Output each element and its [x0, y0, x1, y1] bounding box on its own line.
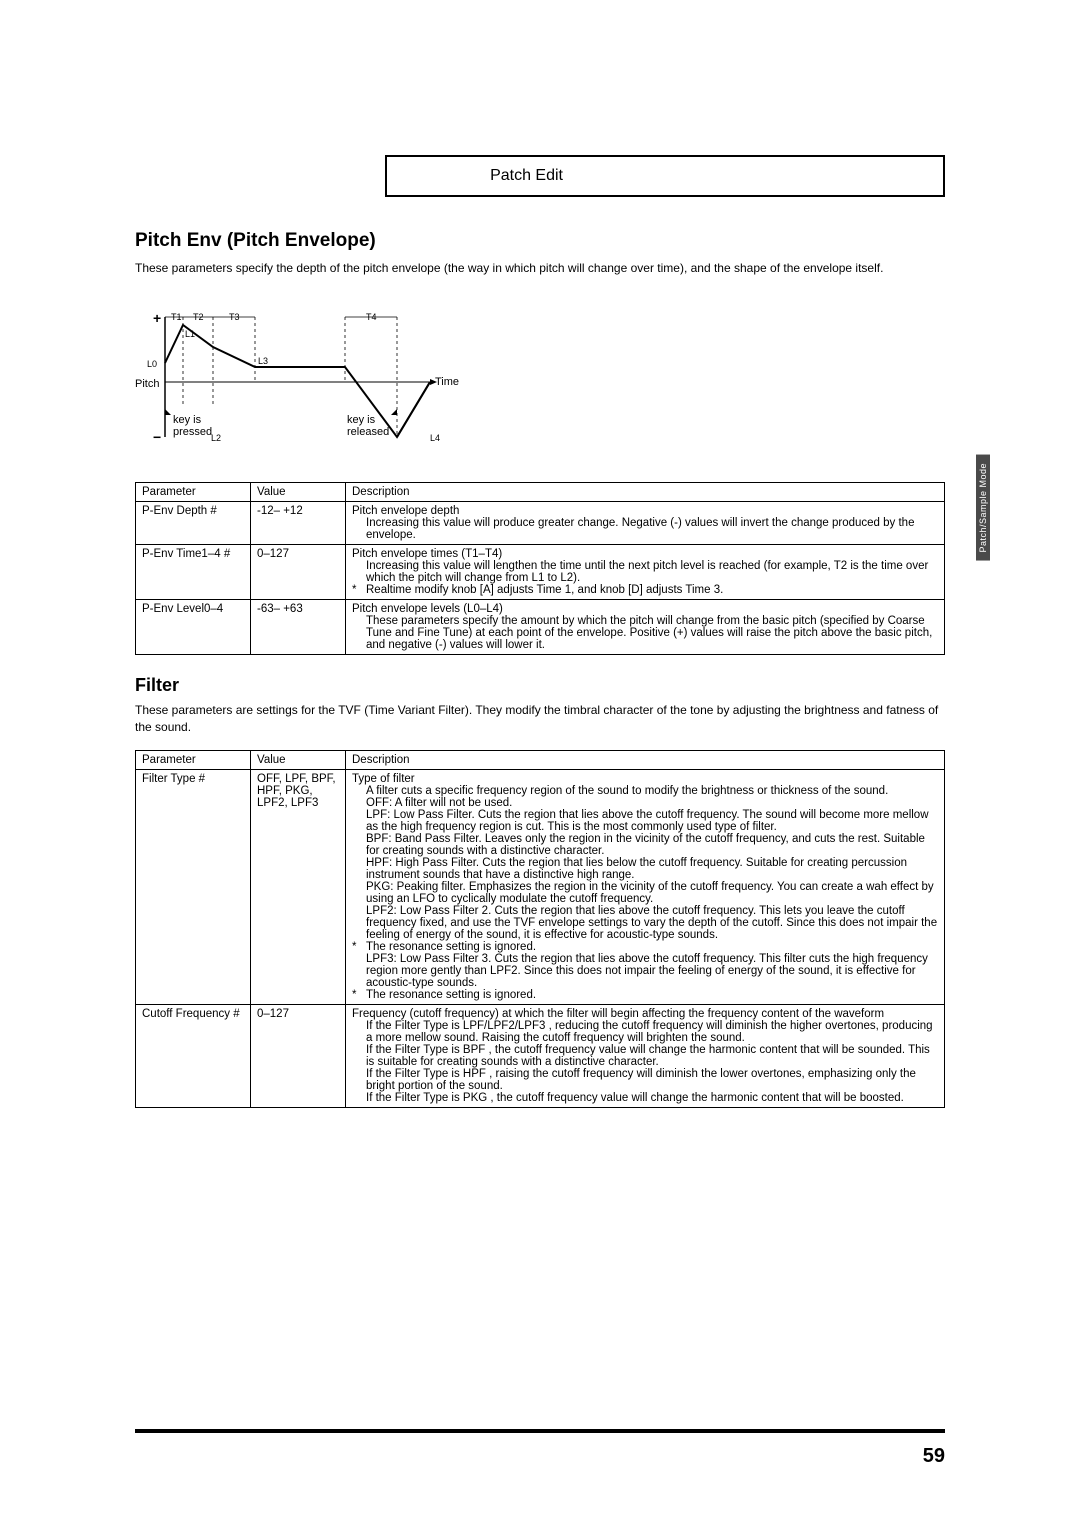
table-row: Filter Type # OFF, LPF, BPF, HPF, PKG, L… [136, 770, 945, 1005]
cell-desc: Pitch envelope levels (L0–L4) These para… [346, 599, 945, 654]
pitch-env-table: Parameter Value Description P-Env Depth … [135, 482, 945, 655]
side-tab: Patch/Sample Mode [976, 455, 990, 561]
cell-desc: Frequency (cutoff frequency) at which th… [346, 1005, 945, 1108]
cell-value: -12– +12 [251, 501, 346, 544]
svg-text:Pitch: Pitch [135, 378, 159, 390]
table-row: P-Env Level0–4 -63– +63 Pitch envelope l… [136, 599, 945, 654]
svg-text:L3: L3 [258, 356, 268, 366]
cell-value: 0–127 [251, 1005, 346, 1108]
cell-param: P-Env Depth # [136, 501, 251, 544]
section-pitch-env-title: Pitch Env (Pitch Envelope) [135, 230, 945, 252]
page-content: Pitch Env (Pitch Envelope) These paramet… [135, 230, 945, 1108]
th-description: Description [346, 751, 945, 770]
page-header-title: Patch Edit [490, 167, 563, 185]
table-row: P-Env Depth # -12– +12 Pitch envelope de… [136, 501, 945, 544]
pitch-env-intro: These parameters specify the depth of th… [135, 260, 945, 277]
table-row: P-Env Time1–4 # 0–127 Pitch envelope tim… [136, 544, 945, 599]
filter-table: Parameter Value Description Filter Type … [135, 750, 945, 1108]
desc-body: A filter cuts a specific frequency regio… [366, 785, 938, 797]
desc-body: Increasing this value will produce great… [366, 517, 938, 541]
svg-text:−: − [153, 429, 161, 445]
desc-title: Pitch envelope levels (L0–L4) [352, 603, 938, 615]
desc-lpf3: LPF3: Low Pass Filter 3. Cuts the region… [366, 953, 938, 989]
th-parameter: Parameter [136, 751, 251, 770]
desc-note: *The resonance setting is ignored. [352, 989, 938, 1001]
svg-text:key is: key is [347, 414, 376, 426]
cell-desc: Pitch envelope times (T1–T4) Increasing … [346, 544, 945, 599]
th-description: Description [346, 482, 945, 501]
section-filter-title: Filter [135, 675, 945, 696]
cell-value: -63– +63 [251, 599, 346, 654]
cell-param: P-Env Level0–4 [136, 599, 251, 654]
table-row: Cutoff Frequency # 0–127 Frequency (cuto… [136, 1005, 945, 1108]
desc-title: Type of filter [352, 773, 938, 785]
svg-text:L4: L4 [430, 433, 440, 443]
svg-text:released: released [347, 426, 389, 438]
cell-value: OFF, LPF, BPF, HPF, PKG, LPF2, LPF3 [251, 770, 346, 1005]
desc-pkg: PKG: Peaking filter. Emphasizes the regi… [366, 881, 938, 905]
svg-text:L2: L2 [211, 433, 221, 443]
cell-value: 0–127 [251, 544, 346, 599]
th-value: Value [251, 482, 346, 501]
desc-lpf: If the Filter Type is LPF/LPF2/LPF3 , re… [366, 1020, 938, 1044]
svg-text:pressed: pressed [173, 426, 212, 438]
table-header-row: Parameter Value Description [136, 751, 945, 770]
desc-hpf: If the Filter Type is HPF , raising the … [366, 1068, 938, 1092]
cell-desc: Pitch envelope depth Increasing this val… [346, 501, 945, 544]
desc-lpf2: LPF2: Low Pass Filter 2. Cuts the region… [366, 905, 938, 941]
envelope-diagram: + − T1 T2 T3 T4 L0 L1 L2 L3 L4 Pitch [135, 307, 465, 457]
svg-text:L0: L0 [147, 359, 157, 369]
svg-text:key is: key is [173, 414, 202, 426]
cell-param: Cutoff Frequency # [136, 1005, 251, 1108]
desc-lpf: LPF: Low Pass Filter. Cuts the region th… [366, 809, 938, 833]
footer-rule [135, 1429, 945, 1433]
desc-title: Pitch envelope times (T1–T4) [352, 548, 938, 560]
table-header-row: Parameter Value Description [136, 482, 945, 501]
svg-text:L1: L1 [185, 329, 195, 339]
desc-off: OFF: A filter will not be used. [366, 797, 938, 809]
page-number: 59 [923, 1445, 945, 1468]
cell-desc: Type of filter A filter cuts a specific … [346, 770, 945, 1005]
th-value: Value [251, 751, 346, 770]
svg-text:+: + [153, 310, 161, 326]
desc-body: Increasing this value will lengthen the … [366, 560, 938, 584]
desc-title: Pitch envelope depth [352, 505, 938, 517]
desc-bpf: If the Filter Type is BPF , the cutoff f… [366, 1044, 938, 1068]
desc-title: Frequency (cutoff frequency) at which th… [352, 1008, 938, 1020]
desc-body: These parameters specify the amount by w… [366, 615, 938, 651]
desc-note: *The resonance setting is ignored. [352, 941, 938, 953]
desc-note: *Realtime modify knob [A] adjusts Time 1… [352, 584, 938, 596]
cell-param: Filter Type # [136, 770, 251, 1005]
svg-text:Time: Time [435, 376, 459, 388]
desc-bpf: BPF: Band Pass Filter. Leaves only the r… [366, 833, 938, 857]
cell-param: P-Env Time1–4 # [136, 544, 251, 599]
desc-hpf: HPF: High Pass Filter. Cuts the region t… [366, 857, 938, 881]
filter-intro: These parameters are settings for the TV… [135, 702, 945, 736]
page-header-box: Patch Edit [385, 155, 945, 197]
desc-pkg: If the Filter Type is PKG , the cutoff f… [366, 1092, 938, 1104]
th-parameter: Parameter [136, 482, 251, 501]
